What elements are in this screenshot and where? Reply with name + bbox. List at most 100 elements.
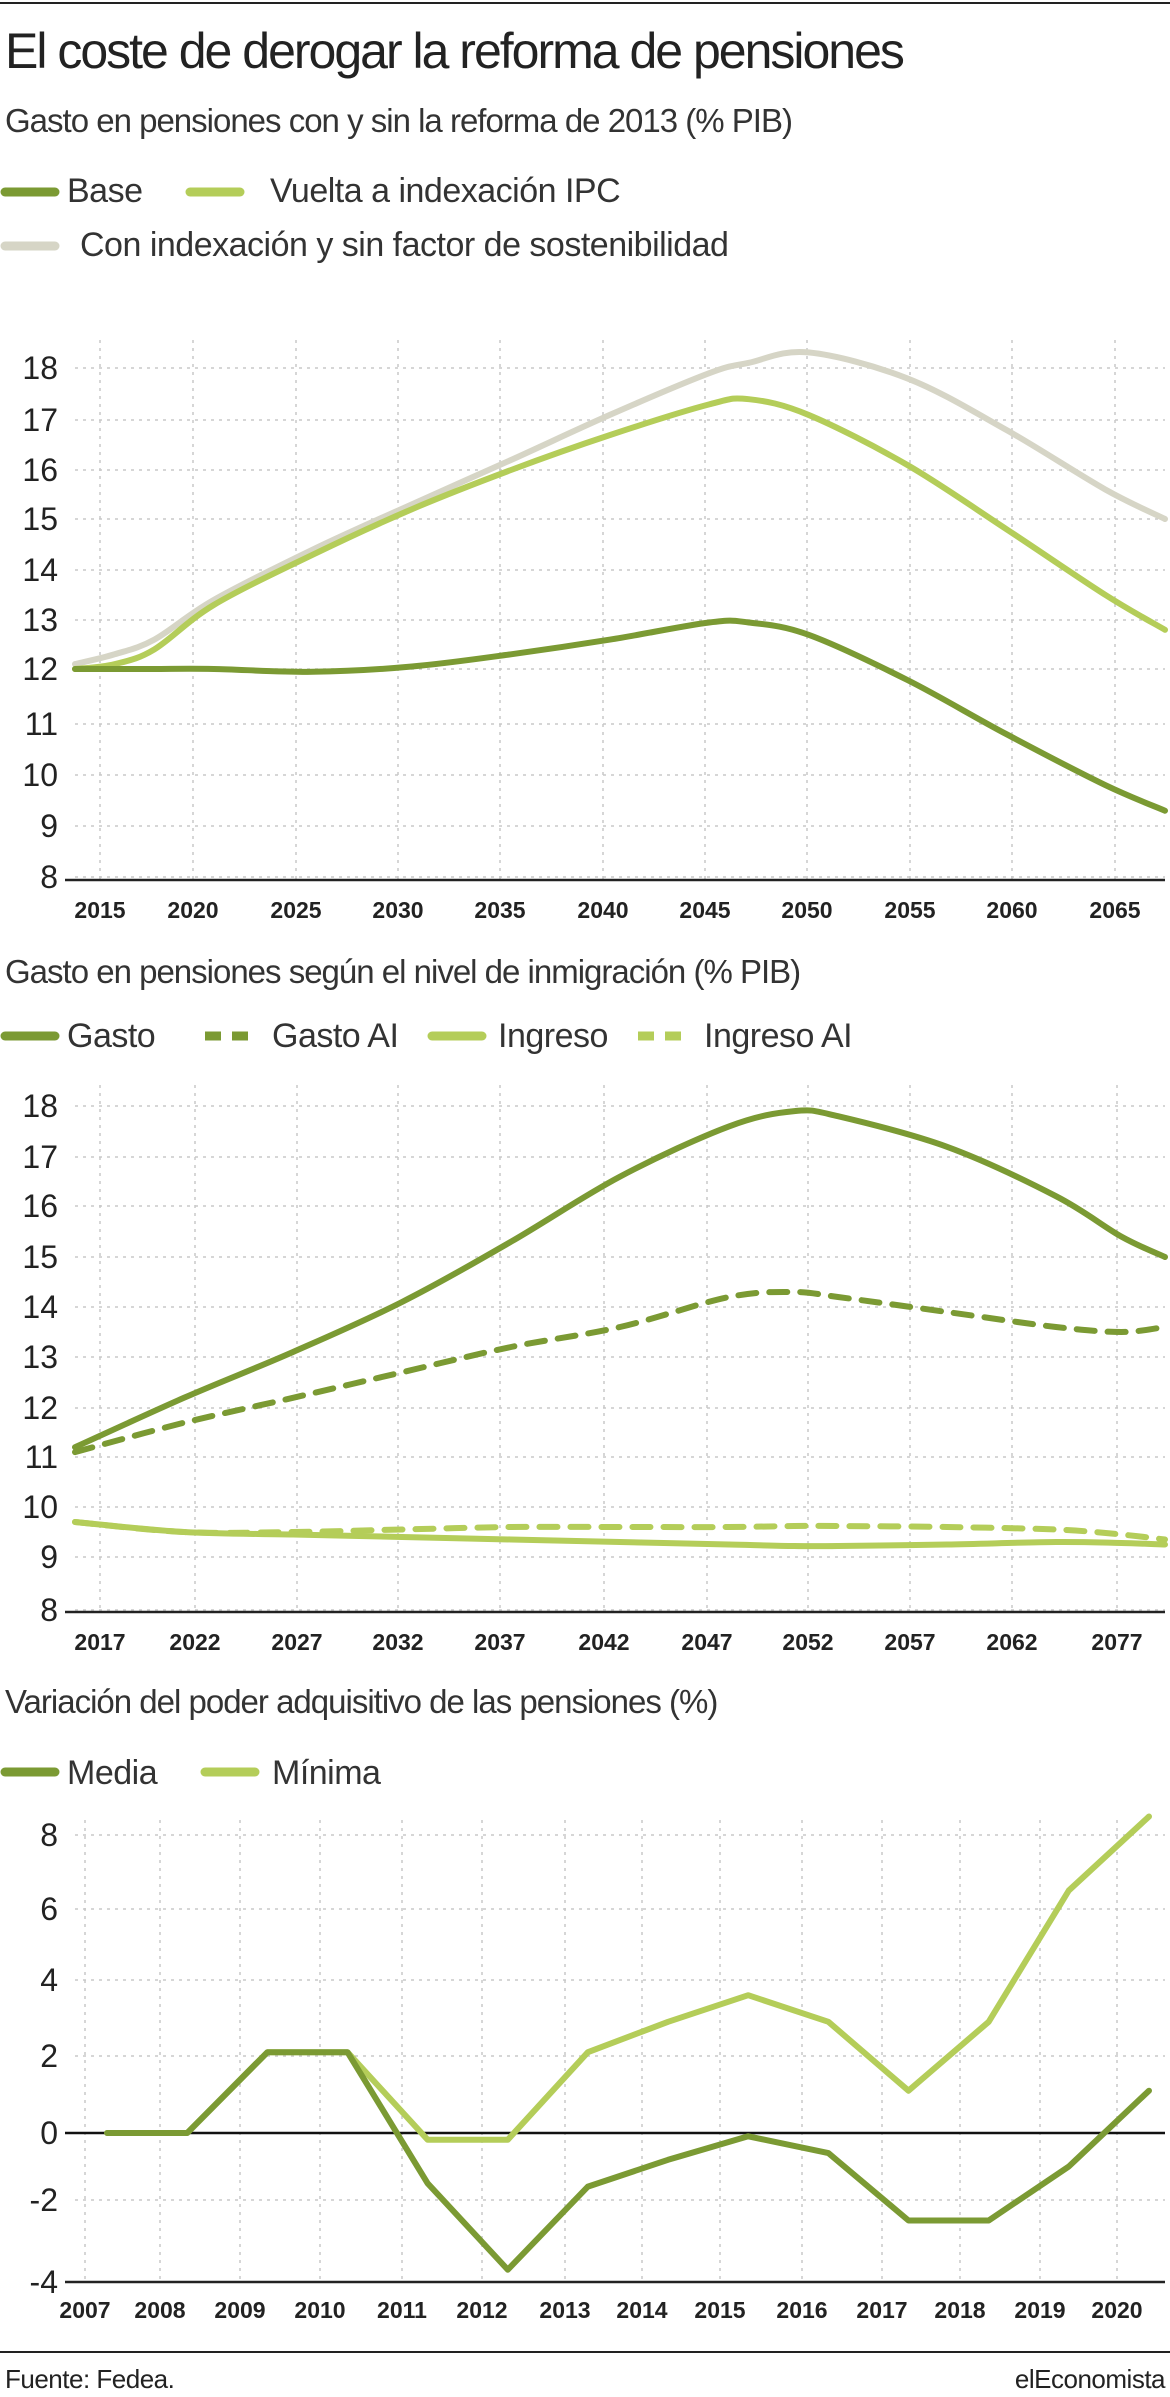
x-tick-label: 2008 xyxy=(134,2297,185,2323)
x-tick-label: 2014 xyxy=(616,2297,667,2323)
x-tick-label: 2019 xyxy=(1014,2297,1065,2323)
legend: Base Vuelta a indexación IPC Con indexac… xyxy=(0,172,729,264)
x-tick-labels: 2017 2022 2027 2032 2037 2042 2047 2052 2057 2062… xyxy=(74,1629,1142,1655)
legend-label: Con indexación y sin factor de sostenibi… xyxy=(80,226,728,264)
x-tick-label: 2020 xyxy=(167,897,218,923)
y-tick-labels: 8 9 10 11 12 13 14 15 16 17 18 xyxy=(22,1088,58,1628)
legend-label: Media xyxy=(67,1754,158,1792)
x-tick-label: 2047 xyxy=(681,1629,732,1655)
series-line-gasto xyxy=(72,1107,1168,1451)
x-tick-label: 2007 xyxy=(59,2297,110,2323)
y-tick-label: 14 xyxy=(22,1289,58,1325)
y-tick-label: 9 xyxy=(40,1539,58,1575)
x-tick-label: 2020 xyxy=(1091,2297,1142,2323)
y-tick-label: -2 xyxy=(30,2182,58,2218)
legend: Gasto Gasto AI Ingreso Ingreso AI xyxy=(0,1017,853,1055)
legend-item: Mínima xyxy=(200,1754,382,1792)
x-tick-labels: 2007 2008 2009 2010 2011 2012 2013 2014 2015 2016… xyxy=(59,2297,1142,2323)
x-tick-label: 2035 xyxy=(474,897,525,923)
legend-item: Con indexación y sin factor de sostenibi… xyxy=(0,226,729,264)
legend-item: Media xyxy=(0,1754,158,1792)
plot-area: -4 -2 0 2 4 6 8 2007 2008 2009 2010 2011 2012 2013 201… xyxy=(30,1813,1165,2323)
y-tick-label: 6 xyxy=(40,1891,58,1927)
y-tick-label: 8 xyxy=(40,1817,58,1853)
series-line-ingreso-ai xyxy=(72,1519,1168,1543)
y-tick-label: 15 xyxy=(22,1239,58,1275)
legend-item: Base xyxy=(0,172,143,210)
plot-area: 8 9 10 11 12 13 14 15 16 17 18 2017 2022 2027 2032 2037… xyxy=(22,1085,1168,1655)
legend-item: Ingreso xyxy=(427,1017,608,1055)
series-line-base xyxy=(72,617,1168,814)
brand-logo: elEconomista xyxy=(1015,2364,1166,2394)
series-line-m-nima xyxy=(104,1813,1152,2143)
x-tick-labels: 2015 2020 2025 2030 2035 2040 2045 2050 2055 2060… xyxy=(74,897,1140,923)
series-group xyxy=(72,348,1168,814)
x-tick-label: 2015 xyxy=(74,897,125,923)
x-tick-label: 2012 xyxy=(456,2297,507,2323)
series-line-con-indexaci-n-y-sin-factor-de-sostenibilidad xyxy=(72,348,1168,668)
source-note: Fuente: Fedea. xyxy=(5,2364,174,2394)
x-tick-label: 2016 xyxy=(776,2297,827,2323)
y-tick-label: 18 xyxy=(22,1088,58,1124)
series-line-media xyxy=(104,2049,1152,2273)
plot-area: 8 9 10 11 12 13 14 15 16 17 18 2015 2020 2025 2030 2035… xyxy=(22,340,1168,923)
x-tick-label: 2077 xyxy=(1091,1629,1142,1655)
series-line-gasto-ai xyxy=(72,1288,1168,1456)
chart-title: Gasto en pensiones con y sin la reforma … xyxy=(5,102,792,139)
legend: Media Mínima xyxy=(0,1754,382,1792)
x-tick-label: 2057 xyxy=(884,1629,935,1655)
legend-item: Gasto AI xyxy=(205,1017,399,1055)
series-line-vuelta-a-indexaci-n-ipc xyxy=(72,395,1168,672)
y-tick-label: 11 xyxy=(25,706,58,742)
y-tick-label: 17 xyxy=(22,1139,58,1175)
x-tick-label: 2050 xyxy=(781,897,832,923)
y-tick-label: 12 xyxy=(22,1390,58,1426)
legend-label: Gasto xyxy=(67,1017,155,1055)
y-tick-label: 17 xyxy=(22,402,58,438)
y-tick-label: 8 xyxy=(40,1592,58,1628)
series-line-ingreso xyxy=(72,1519,1168,1550)
y-tick-label: 8 xyxy=(40,859,58,895)
y-tick-label: 13 xyxy=(22,602,58,638)
x-tick-label: 2015 xyxy=(694,2297,745,2323)
y-tick-label: 10 xyxy=(22,1489,58,1525)
x-tick-label: 2045 xyxy=(679,897,730,923)
y-tick-labels: 8 9 10 11 12 13 14 15 16 17 18 xyxy=(22,350,58,895)
y-tick-label: 0 xyxy=(40,2115,58,2151)
y-tick-label: 12 xyxy=(22,651,58,687)
y-tick-labels: -4 -2 0 2 4 6 8 xyxy=(30,1817,58,2300)
x-tick-label: 2060 xyxy=(986,897,1037,923)
legend-label: Base xyxy=(67,172,143,210)
legend-item: Vuelta a indexación IPC xyxy=(185,172,621,210)
page-title: El coste de derogar la reforma de pensio… xyxy=(5,23,904,79)
y-tick-label: 2 xyxy=(40,2038,58,2074)
x-tick-label: 2022 xyxy=(169,1629,220,1655)
series-group xyxy=(72,1107,1168,1550)
y-tick-label: 16 xyxy=(22,1188,58,1224)
x-tick-label: 2030 xyxy=(372,897,423,923)
legend-item: Gasto xyxy=(0,1017,156,1055)
x-tick-label: 2017 xyxy=(856,2297,907,2323)
legend-item: Ingreso AI xyxy=(638,1017,853,1055)
y-tick-label: 13 xyxy=(22,1339,58,1375)
y-tick-label: 14 xyxy=(22,552,58,588)
y-tick-label: 10 xyxy=(22,757,58,793)
y-tick-label: 16 xyxy=(22,452,58,488)
x-tick-label: 2062 xyxy=(986,1629,1037,1655)
legend-label: Ingreso AI xyxy=(704,1017,852,1055)
y-tick-label: 18 xyxy=(22,350,58,386)
x-tick-label: 2009 xyxy=(214,2297,265,2323)
x-tick-label: 2042 xyxy=(578,1629,629,1655)
x-tick-label: 2011 xyxy=(377,2297,427,2323)
x-tick-label: 2027 xyxy=(271,1629,322,1655)
series-group xyxy=(104,1813,1152,2273)
x-tick-label: 2065 xyxy=(1089,897,1140,923)
immigration-spending-chart: Gasto en pensiones según el nivel de inm… xyxy=(0,953,1168,1655)
gridlines xyxy=(75,1085,1165,1612)
chart-title: Gasto en pensiones según el nivel de inm… xyxy=(5,953,800,990)
y-tick-label: 15 xyxy=(22,501,58,537)
x-tick-label: 2025 xyxy=(270,897,321,923)
pension-spending-chart: Gasto en pensiones con y sin la reforma … xyxy=(0,102,1168,923)
x-tick-label: 2013 xyxy=(539,2297,590,2323)
